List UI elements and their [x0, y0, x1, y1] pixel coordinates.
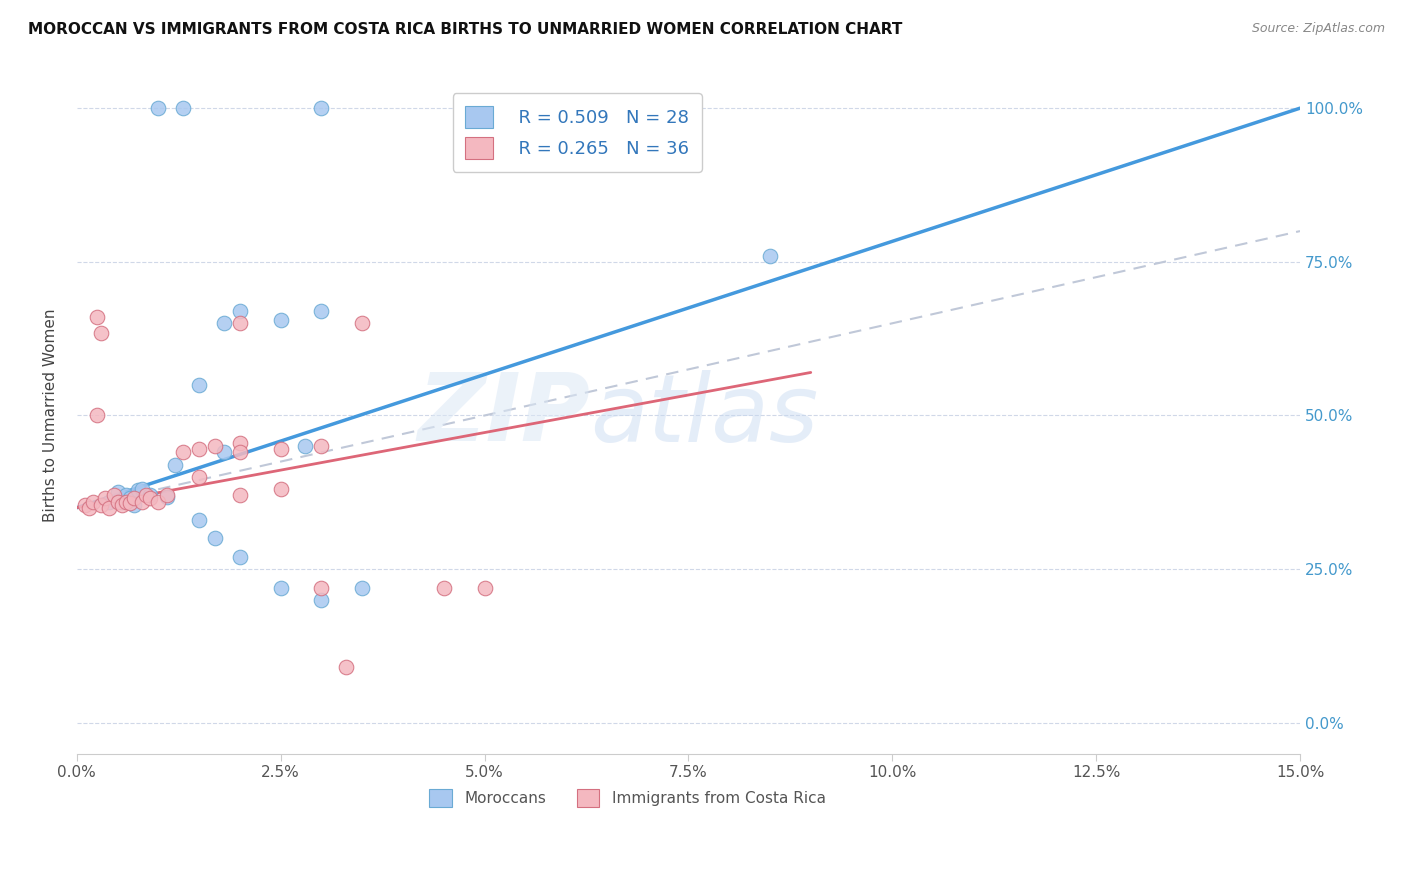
Point — [111, 498, 134, 512]
Text: MOROCCAN VS IMMIGRANTS FROM COSTA RICA BIRTHS TO UNMARRIED WOMEN CORRELATION CHA: MOROCCAN VS IMMIGRANTS FROM COSTA RICA B… — [28, 22, 903, 37]
Point — [118, 491, 141, 506]
Point — [107, 494, 129, 508]
Point — [212, 445, 235, 459]
Point — [270, 482, 292, 496]
Point — [229, 436, 252, 450]
Point — [352, 316, 374, 330]
Point — [155, 490, 177, 504]
Text: ZIP: ZIP — [418, 369, 591, 461]
Point — [212, 316, 235, 330]
Point — [229, 304, 252, 318]
Point — [335, 660, 357, 674]
Point — [311, 101, 333, 115]
Point — [148, 494, 170, 508]
Point — [294, 439, 316, 453]
Point — [270, 313, 292, 327]
Point — [155, 488, 177, 502]
Point — [135, 488, 157, 502]
Point — [98, 500, 121, 515]
Point — [86, 409, 108, 423]
Point — [474, 581, 496, 595]
Point — [90, 498, 112, 512]
Point — [82, 494, 104, 508]
Point — [111, 494, 134, 508]
Point — [107, 485, 129, 500]
Point — [90, 326, 112, 340]
Y-axis label: Births to Unmarried Women: Births to Unmarried Women — [44, 309, 58, 522]
Point — [114, 488, 136, 502]
Point — [229, 549, 252, 564]
Point — [311, 581, 333, 595]
Point — [229, 316, 252, 330]
Point — [229, 445, 252, 459]
Point — [127, 483, 149, 498]
Point — [433, 581, 456, 595]
Point — [188, 442, 211, 457]
Point — [311, 439, 333, 453]
Point — [148, 101, 170, 115]
Point — [118, 496, 141, 510]
Point — [131, 482, 153, 496]
Point — [94, 491, 117, 506]
Point — [188, 470, 211, 484]
Point — [139, 488, 162, 502]
Point — [122, 498, 145, 512]
Point — [270, 442, 292, 457]
Point — [204, 439, 226, 453]
Legend: Moroccans, Immigrants from Costa Rica: Moroccans, Immigrants from Costa Rica — [423, 782, 832, 814]
Point — [172, 101, 194, 115]
Point — [73, 498, 96, 512]
Point — [122, 491, 145, 506]
Point — [270, 581, 292, 595]
Point — [172, 445, 194, 459]
Point — [103, 488, 125, 502]
Point — [229, 488, 252, 502]
Point — [163, 458, 186, 472]
Point — [188, 377, 211, 392]
Point — [204, 532, 226, 546]
Point — [98, 494, 121, 508]
Point — [86, 310, 108, 325]
Point — [139, 491, 162, 506]
Point — [188, 513, 211, 527]
Point — [759, 249, 782, 263]
Point — [311, 304, 333, 318]
Point — [311, 592, 333, 607]
Text: atlas: atlas — [591, 370, 818, 461]
Point — [131, 494, 153, 508]
Point — [77, 500, 100, 515]
Text: Source: ZipAtlas.com: Source: ZipAtlas.com — [1251, 22, 1385, 36]
Point — [114, 494, 136, 508]
Point — [352, 581, 374, 595]
